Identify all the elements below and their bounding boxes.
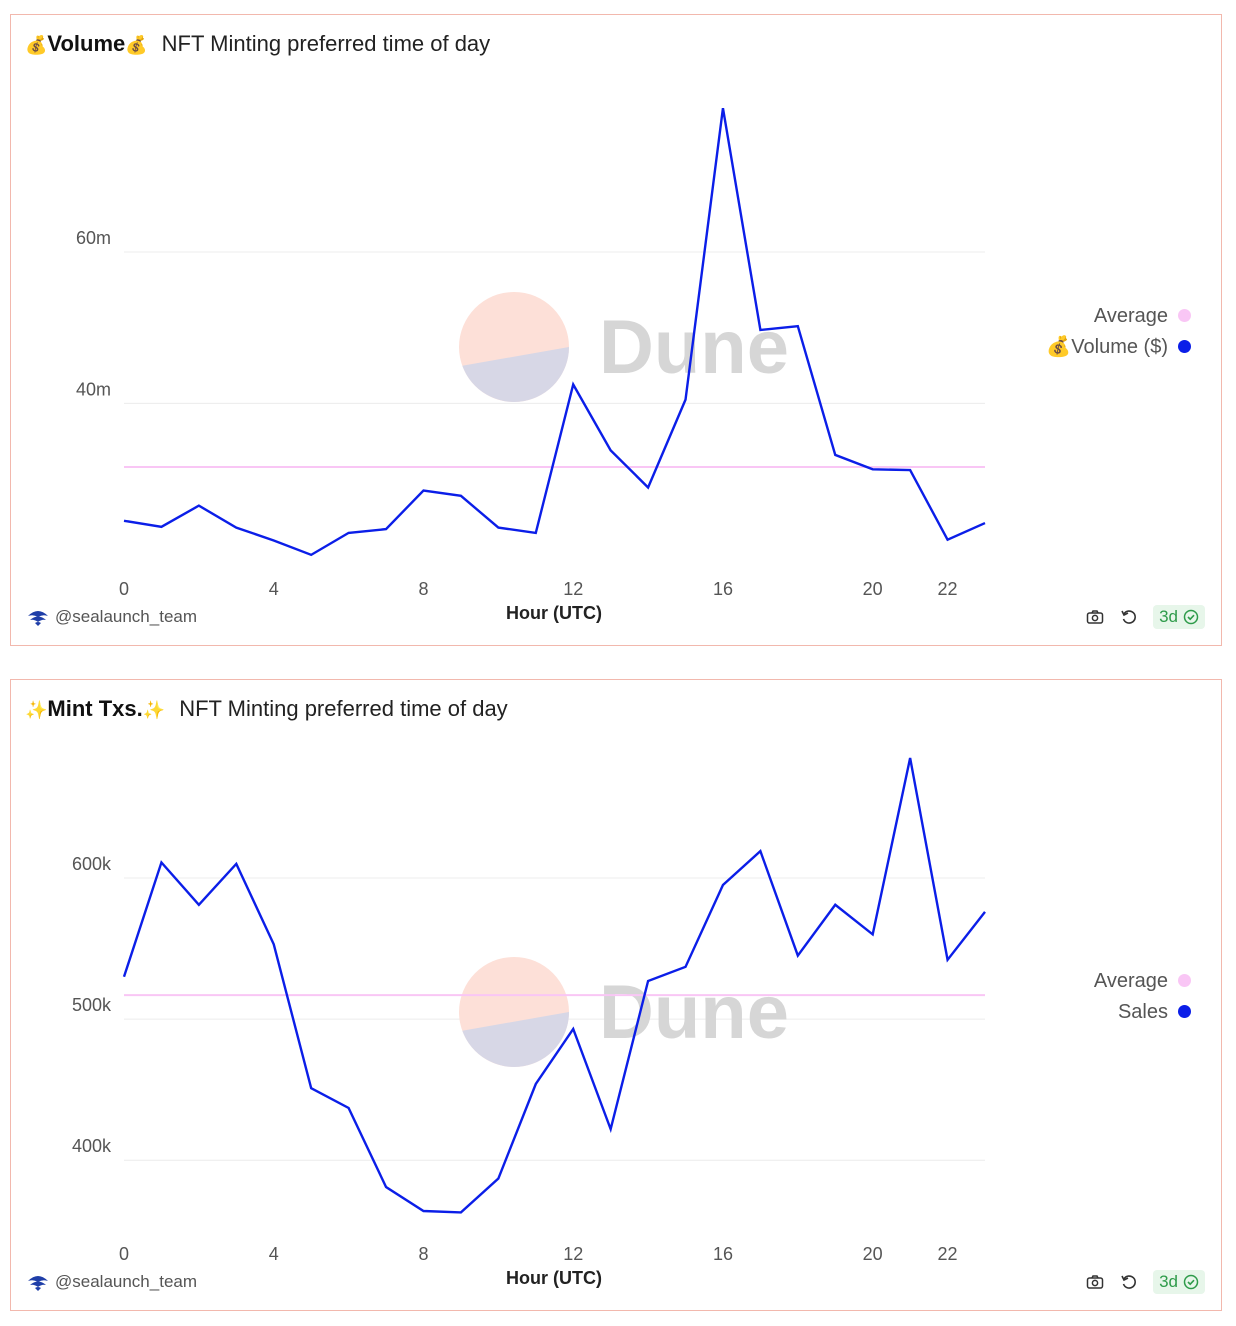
- x-tick-label: 0: [119, 1244, 129, 1264]
- legend-label: Sales: [1117, 1001, 1168, 1023]
- x-axis-label: Hour (UTC): [506, 1268, 602, 1288]
- chart-panel-mint-txs: ✨Mint Txs.✨ NFT Minting preferred time of…: [10, 679, 1222, 1311]
- refresh-icon[interactable]: [1119, 607, 1139, 627]
- y-tick-label: 500k: [72, 995, 112, 1015]
- x-tick-label: 8: [418, 579, 428, 599]
- x-tick-label: 4: [269, 1244, 279, 1264]
- money-bag-icon: 💰: [25, 35, 48, 55]
- svg-text:Dune: Dune: [599, 305, 789, 390]
- legend-item-average[interactable]: Average: [1046, 301, 1191, 332]
- x-tick-label: 22: [938, 579, 958, 599]
- main-series-line[interactable]: [122, 757, 986, 1214]
- x-tick-label: 22: [938, 1244, 958, 1264]
- x-tick-label: 16: [713, 1244, 733, 1264]
- check-circle-icon: [1183, 1274, 1199, 1290]
- money-bag-icon: 💰: [125, 35, 148, 55]
- y-tick-label: 60m: [76, 228, 111, 248]
- dune-watermark: Dune: [459, 957, 789, 1067]
- panel-title-description: NFT Minting preferred time of day: [161, 31, 491, 56]
- legend-color-dot: [1178, 340, 1191, 354]
- chart-toolbar: 3d: [1085, 1270, 1205, 1294]
- camera-icon[interactable]: [1085, 607, 1105, 627]
- x-tick-label: 16: [713, 579, 733, 599]
- author-handle: @sealaunch_team: [55, 1272, 198, 1291]
- y-tick-label: 40m: [76, 379, 111, 399]
- x-tick-label: 4: [269, 579, 279, 599]
- sparkles-icon: ✨: [25, 700, 48, 720]
- legend-item-average[interactable]: Average: [1094, 966, 1191, 997]
- dune-watermark: Dune: [459, 292, 789, 402]
- legend-item-volume[interactable]: 💰Volume ($): [1046, 332, 1191, 363]
- mint-txs-line-chart: 400k 500k 600k 0 4 8 12 16 20 22 Dune: [72, 757, 986, 1264]
- sparkles-icon: ✨: [142, 700, 166, 720]
- badge-label: 3d: [1159, 1272, 1178, 1291]
- badge-label: 3d: [1159, 607, 1178, 626]
- refresh-icon[interactable]: [1119, 1272, 1139, 1292]
- volume-line-chart: 40m 60m 0 4 8 12 16 20 22 Dune: [76, 107, 986, 599]
- svg-text:Dune: Dune: [599, 970, 789, 1055]
- chart-toolbar: 3d: [1085, 605, 1205, 629]
- x-axis-label: Hour (UTC): [506, 603, 602, 623]
- author-link[interactable]: @sealaunch_team: [27, 1272, 197, 1292]
- panel-title-description: NFT Minting preferred time of day: [179, 696, 508, 721]
- panel-title: 💰Volume💰 NFT Minting preferred time of da…: [25, 31, 490, 57]
- chart-panel-volume: 💰Volume💰 NFT Minting preferred time of da…: [10, 14, 1222, 646]
- legend-label: Average: [1093, 970, 1168, 992]
- legend-color-dot: [1178, 974, 1191, 988]
- refresh-status-badge[interactable]: 3d: [1153, 1270, 1205, 1294]
- x-tick-label: 8: [418, 1244, 428, 1264]
- sealaunch-logo-icon: [28, 1276, 48, 1291]
- legend-label: 💰Volume ($): [1046, 336, 1168, 358]
- panel-title-strong: Mint Txs.: [47, 696, 143, 721]
- panel-title-strong: Volume: [47, 31, 126, 56]
- main-series-line[interactable]: [123, 107, 986, 557]
- panel-title: ✨Mint Txs.✨ NFT Minting preferred time of…: [25, 696, 508, 722]
- x-tick-label: 20: [863, 579, 883, 599]
- x-tick-label: 0: [119, 579, 129, 599]
- author-link[interactable]: @sealaunch_team: [27, 607, 197, 627]
- chart-legend: Average Sales: [1094, 966, 1191, 1028]
- sealaunch-logo-icon: [28, 611, 48, 626]
- check-circle-icon: [1183, 609, 1199, 625]
- y-tick-label: 600k: [72, 854, 112, 874]
- legend-color-dot: [1178, 1005, 1191, 1019]
- camera-icon[interactable]: [1085, 1272, 1105, 1292]
- x-tick-label: 12: [563, 1244, 583, 1264]
- chart-legend: Average 💰Volume ($): [1046, 301, 1191, 363]
- y-tick-label: 400k: [72, 1136, 112, 1156]
- legend-label: Average: [1093, 305, 1168, 327]
- legend-item-sales[interactable]: Sales: [1094, 997, 1191, 1028]
- author-handle: @sealaunch_team: [55, 607, 198, 626]
- legend-color-dot: [1178, 309, 1191, 323]
- x-tick-label: 12: [563, 579, 583, 599]
- refresh-status-badge[interactable]: 3d: [1153, 605, 1205, 629]
- x-tick-label: 20: [863, 1244, 883, 1264]
